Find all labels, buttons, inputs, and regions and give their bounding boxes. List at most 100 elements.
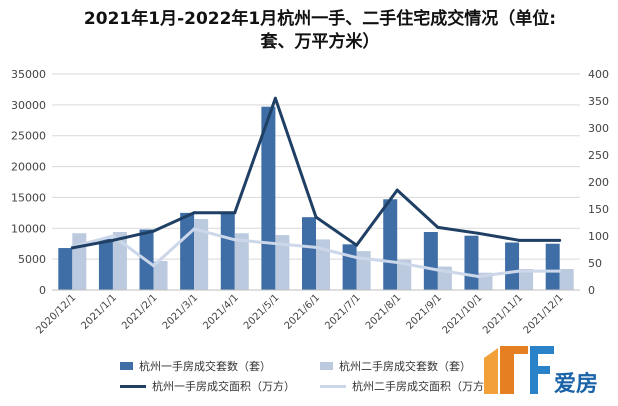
point-new-home-area: [314, 215, 318, 219]
x-tick-label: 2021/12/1: [522, 292, 566, 336]
y-right-tick-label: 300: [588, 122, 609, 135]
legend-item-line2: 杭州二手房成交面积（万方）: [320, 378, 520, 394]
point-resale-area: [152, 264, 156, 268]
chart-title-line1: 2021年1月-2022年1月杭州一手、二手住宅成交情况（单位:: [83, 9, 557, 29]
x-tick-label: 2021/4/1: [201, 292, 241, 332]
point-new-home-area: [355, 243, 359, 247]
legend-swatch-line1: [120, 384, 146, 388]
x-tick-label: 2021/2/1: [120, 292, 160, 332]
bar-new-home-units: [98, 238, 113, 290]
bar-new-home-units: [545, 243, 560, 290]
bar-resale-units: [112, 231, 127, 290]
legend-swatch-bar1: [120, 362, 133, 370]
y-left-tick-label: 35000: [11, 68, 46, 81]
y-left-tick-label: 10000: [11, 222, 46, 235]
point-resale-area: [355, 256, 359, 260]
brand-logo: [484, 346, 554, 394]
legend-label-bar1: 杭州一手房成交套数（套）: [139, 360, 271, 373]
bar-new-home-units: [58, 248, 73, 290]
x-tick-label: 2021/9/1: [404, 292, 444, 332]
legend-swatch-bar2: [320, 362, 333, 370]
bar-resale-units: [72, 233, 87, 290]
y-right-tick-label: 200: [588, 176, 609, 189]
chart-title-line2: 套、万平方米）: [260, 32, 380, 52]
bar-resale-units: [194, 219, 209, 290]
y-right-tick-label: 250: [588, 149, 609, 162]
point-new-home-area: [517, 238, 521, 242]
y-left-tick-label: 5000: [18, 253, 46, 266]
point-resale-area: [233, 238, 237, 242]
point-new-home-area: [152, 229, 156, 233]
x-tick-label: 2021/3/1: [161, 292, 201, 332]
bar-new-home-units: [342, 244, 357, 290]
legend-row: 杭州一手房成交面积（万方） 杭州二手房成交面积（万方）: [120, 376, 520, 396]
bar-new-home-units: [505, 242, 520, 290]
chart-title: 2021年1月-2022年1月杭州一手、二手住宅成交情况（单位: 套、万平方米）: [40, 8, 600, 54]
y-left-tick-label: 0: [39, 284, 46, 297]
bar-resale-units: [316, 239, 330, 290]
point-resale-area: [476, 275, 480, 278]
point-new-home-area: [395, 188, 399, 192]
y-left-tick-label: 25000: [11, 130, 46, 143]
point-new-home-area: [273, 96, 277, 100]
y-right-tick-label: 150: [588, 203, 609, 216]
legend-item-line1: 杭州一手房成交面积（万方）: [120, 378, 320, 394]
bar-resale-units: [356, 251, 371, 290]
legend-item-bar2: 杭州二手房成交套数（套）: [320, 358, 520, 374]
legend-row: 杭州一手房成交套数（套） 杭州二手房成交套数（套）: [120, 356, 520, 376]
point-resale-area: [517, 269, 521, 273]
point-new-home-area: [558, 238, 562, 242]
legend-label-bar2: 杭州二手房成交套数（套）: [339, 360, 471, 373]
bar-resale-units: [559, 269, 574, 290]
point-new-home-area: [436, 225, 440, 229]
x-tick-label: 2021/6/1: [283, 292, 323, 332]
point-resale-area: [436, 268, 440, 272]
point-new-home-area: [192, 211, 196, 215]
bar-resale-units: [397, 259, 412, 290]
bar-resale-units: [153, 260, 168, 290]
bar-new-home-units: [383, 199, 398, 290]
y-left-tick-label: 30000: [11, 99, 46, 112]
y-right-tick-label: 0: [588, 284, 595, 297]
legend-item-bar1: 杭州一手房成交套数（套）: [120, 358, 320, 374]
bar-resale-units: [234, 233, 249, 290]
bar-resale-units: [519, 269, 534, 290]
point-resale-area: [273, 242, 277, 246]
logo-mark-right: [530, 346, 554, 394]
y-left-tick-label: 15000: [11, 191, 46, 204]
point-resale-area: [314, 245, 318, 249]
y-right-tick-label: 50: [588, 257, 602, 270]
point-resale-area: [192, 227, 196, 231]
x-tick-label: 2021/7/1: [323, 292, 363, 332]
x-tick-label: 2021/8/1: [364, 292, 404, 332]
legend-label-line1: 杭州一手房成交面积（万方）: [152, 380, 295, 393]
x-tick-label: 2021/11/1: [481, 292, 525, 336]
bar-new-home-units: [464, 235, 479, 290]
legend-label-line2: 杭州二手房成交面积（万方）: [352, 380, 495, 393]
logo-mark-center: [500, 346, 528, 394]
chart-legend: 杭州一手房成交套数（套） 杭州二手房成交套数（套） 杭州一手房成交面积（万方） …: [120, 356, 520, 396]
bar-new-home-units: [423, 231, 438, 290]
x-tick-label: 2021/1/1: [80, 292, 120, 332]
bar-new-home-units: [302, 217, 316, 290]
brand-logo-text: 爱房: [554, 372, 599, 397]
point-new-home-area: [70, 246, 74, 250]
bar-new-home-units: [180, 212, 195, 290]
point-new-home-area: [233, 211, 237, 215]
x-tick-label: 2020/12/1: [34, 292, 78, 336]
point-resale-area: [395, 260, 399, 264]
x-tick-label: 2021/5/1: [242, 292, 282, 332]
bar-new-home-units: [220, 213, 235, 290]
logo-mark-left: [484, 348, 498, 394]
y-right-tick-label: 100: [588, 230, 609, 243]
x-tick-label: 2021/10/1: [441, 292, 485, 336]
y-left-tick-label: 20000: [11, 161, 46, 174]
point-new-home-area: [476, 231, 480, 235]
legend-swatch-line2: [320, 384, 346, 388]
y-right-tick-label: 350: [588, 95, 609, 108]
point-resale-area: [558, 269, 562, 273]
point-new-home-area: [111, 238, 115, 242]
y-right-tick-label: 400: [588, 68, 609, 81]
